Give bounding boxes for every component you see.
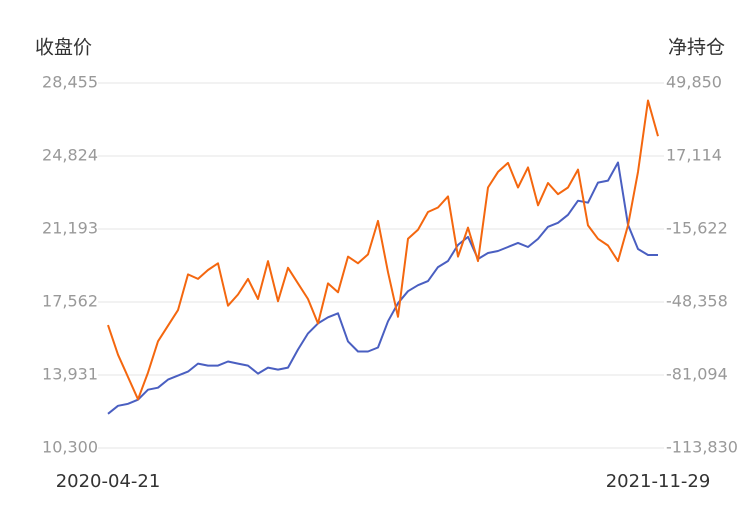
y2-tick-label: -48,358 xyxy=(666,292,728,311)
y2-tick-label: -113,830 xyxy=(666,438,738,457)
y-tick-label: 10,300 xyxy=(42,438,98,457)
y2-tick-label: -15,622 xyxy=(666,219,728,238)
y2-tick-label: 17,114 xyxy=(666,146,722,165)
y-axis-label: 收盘价 xyxy=(35,37,92,59)
y-tick-label: 21,193 xyxy=(42,219,98,238)
y2-tick-label: 49,850 xyxy=(666,73,722,92)
y2-axis-label: 净持仓 xyxy=(668,37,725,59)
series-line xyxy=(107,99,659,401)
y-tick-label: 28,455 xyxy=(42,73,98,92)
y-tick-label: 17,562 xyxy=(42,292,98,311)
y2-tick-label: -81,094 xyxy=(666,365,728,384)
y-tick-label: 24,824 xyxy=(42,146,98,165)
y-tick-label: 13,931 xyxy=(42,365,98,384)
x-tick-label: 2021-11-29 xyxy=(606,471,711,492)
x-tick-label: 2020-04-21 xyxy=(56,471,161,492)
series-line xyxy=(107,161,658,415)
